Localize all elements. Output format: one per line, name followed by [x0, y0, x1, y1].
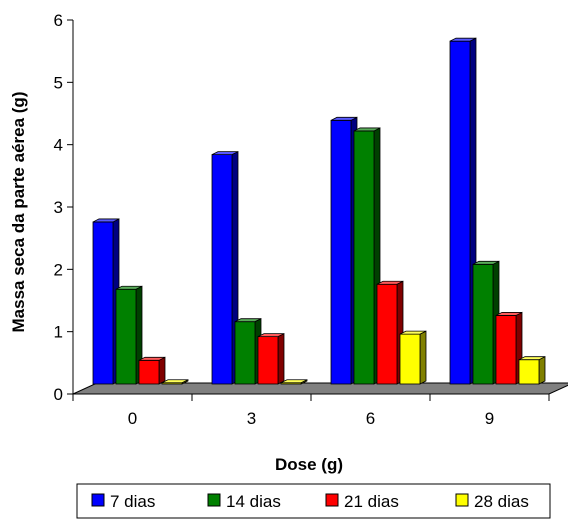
- legend-swatch: [455, 493, 469, 507]
- legend-label: 28 dias: [474, 492, 529, 511]
- bar: [353, 127, 381, 385]
- bar-front: [211, 154, 233, 385]
- bar-front: [495, 315, 517, 385]
- legend-label: 7 dias: [110, 492, 155, 511]
- bar-side: [419, 330, 427, 385]
- bar: [211, 150, 239, 385]
- bar-front: [257, 336, 279, 385]
- x-tick-label: 9: [485, 409, 494, 428]
- bar: [399, 330, 427, 385]
- bar: [138, 356, 166, 385]
- bar-side: [277, 332, 285, 385]
- x-tick-label: 0: [128, 409, 137, 428]
- bar-front: [399, 333, 421, 385]
- bar-front: [376, 283, 398, 385]
- x-axis-title: Dose (g): [275, 455, 343, 474]
- x-axis-ticks: 0 3 6 9: [72, 394, 550, 428]
- legend-swatch: [207, 493, 221, 507]
- legend-label: 21 dias: [344, 492, 399, 511]
- bars: [92, 37, 546, 385]
- x-tick-label: 6: [366, 409, 375, 428]
- y-tick-label: 5: [54, 73, 63, 92]
- bar-top: [495, 312, 523, 316]
- bar-top: [280, 379, 308, 384]
- legend-swatch: [325, 493, 339, 507]
- bar: [376, 280, 404, 385]
- y-tick-label: 2: [54, 260, 63, 279]
- legend: 7 dias 14 dias 21 dias 28 dias: [76, 483, 551, 519]
- bar: [449, 37, 477, 385]
- bar-top: [518, 356, 546, 361]
- bar-top: [472, 260, 500, 265]
- y-tick-label: 0: [54, 385, 63, 404]
- bar-side: [158, 356, 166, 385]
- bar-side: [538, 356, 546, 385]
- bar-top: [161, 379, 189, 384]
- bar-front: [234, 321, 256, 385]
- bar-front: [353, 130, 375, 385]
- bar: [257, 332, 285, 385]
- bar-top: [138, 356, 166, 361]
- bar-top: [449, 37, 477, 42]
- bar-top: [376, 280, 404, 285]
- bar: [495, 311, 523, 385]
- bar-front: [472, 263, 494, 385]
- bar-top: [115, 285, 143, 290]
- bar: [472, 260, 500, 385]
- y-tick-label: 3: [54, 198, 63, 217]
- bar-top: [234, 318, 262, 323]
- legend-label: 14 dias: [226, 492, 281, 511]
- bar-front: [330, 119, 352, 385]
- bar-front: [518, 359, 540, 385]
- bar: [234, 318, 262, 385]
- bar-front: [138, 359, 160, 385]
- bar: [330, 116, 358, 385]
- bar-top: [330, 116, 358, 121]
- bar-top: [92, 218, 120, 223]
- y-axis-ticks: 0 1 2 3 4 5 6: [54, 11, 73, 404]
- bar: [92, 218, 120, 385]
- bar-front: [115, 288, 137, 385]
- bar-top: [211, 151, 239, 156]
- bar: [115, 285, 143, 385]
- bar-front: [92, 221, 114, 385]
- y-axis-title: Massa seca da parte aérea (g): [9, 92, 28, 333]
- y-tick-label: 4: [54, 136, 63, 155]
- x-tick-label: 3: [247, 409, 256, 428]
- legend-box: [76, 483, 551, 519]
- bar: [280, 379, 308, 385]
- bar-front: [449, 40, 471, 385]
- bar-top: [257, 333, 285, 338]
- y-tick-label: 1: [54, 323, 63, 342]
- bar-top: [353, 127, 381, 132]
- y-tick-label: 6: [54, 11, 63, 30]
- bar: [161, 379, 189, 385]
- bar: [518, 356, 546, 385]
- bar-top: [399, 330, 427, 335]
- legend-swatch: [91, 493, 105, 507]
- chart-floor: [72, 382, 568, 395]
